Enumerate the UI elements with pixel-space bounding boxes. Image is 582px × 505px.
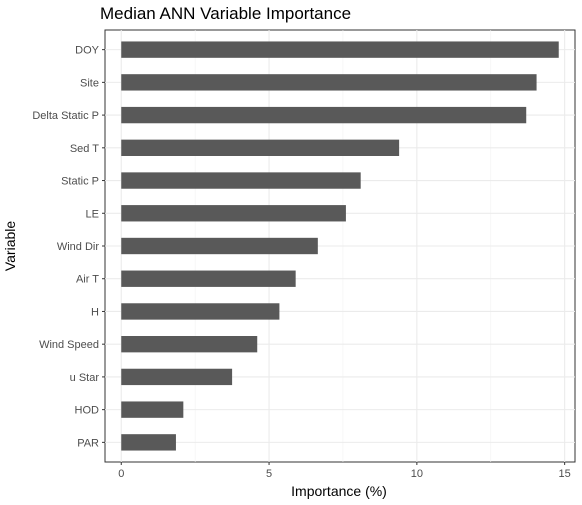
bar (121, 205, 346, 222)
y-axis: DOY Site Delta Static P Sed T Static P LE Wind… (32, 45, 105, 449)
y-tick-label: Wind Speed (39, 339, 99, 351)
bar (121, 139, 400, 156)
y-tick-label: DOY (75, 45, 100, 57)
y-tick-label: HOD (75, 405, 100, 417)
x-tick-label: 15 (559, 468, 571, 480)
bar (121, 237, 318, 255)
y-axis-title: Variable (2, 221, 18, 272)
y-tick-label: Static P (61, 176, 99, 188)
x-tick-label: 10 (411, 468, 423, 480)
x-tick-label: 5 (266, 468, 272, 480)
y-tick-label: Delta Static P (32, 110, 99, 122)
bar (121, 106, 527, 124)
bar (121, 41, 559, 58)
bar (121, 303, 280, 320)
chart-title: Median ANN Variable Importance (100, 4, 351, 23)
y-tick-label: Site (80, 77, 99, 89)
bar (121, 401, 184, 418)
y-tick-label: Wind Dir (57, 241, 100, 253)
bar (121, 270, 296, 287)
bar (121, 172, 361, 189)
bar (121, 336, 258, 353)
y-tick-label: u Star (70, 372, 100, 384)
bar (121, 434, 176, 451)
x-axis-title: Importance (%) (291, 483, 387, 499)
x-tick-label: 0 (118, 468, 124, 480)
y-tick-label: LE (86, 208, 99, 220)
bars (121, 41, 559, 451)
y-tick-label: H (91, 306, 99, 318)
y-tick-label: Air T (76, 274, 99, 286)
bar (121, 368, 233, 386)
y-tick-label: Sed T (70, 143, 99, 155)
bar (121, 74, 537, 91)
x-axis: 0 5 10 15 (118, 462, 571, 480)
y-tick-label: PAR (77, 437, 99, 449)
